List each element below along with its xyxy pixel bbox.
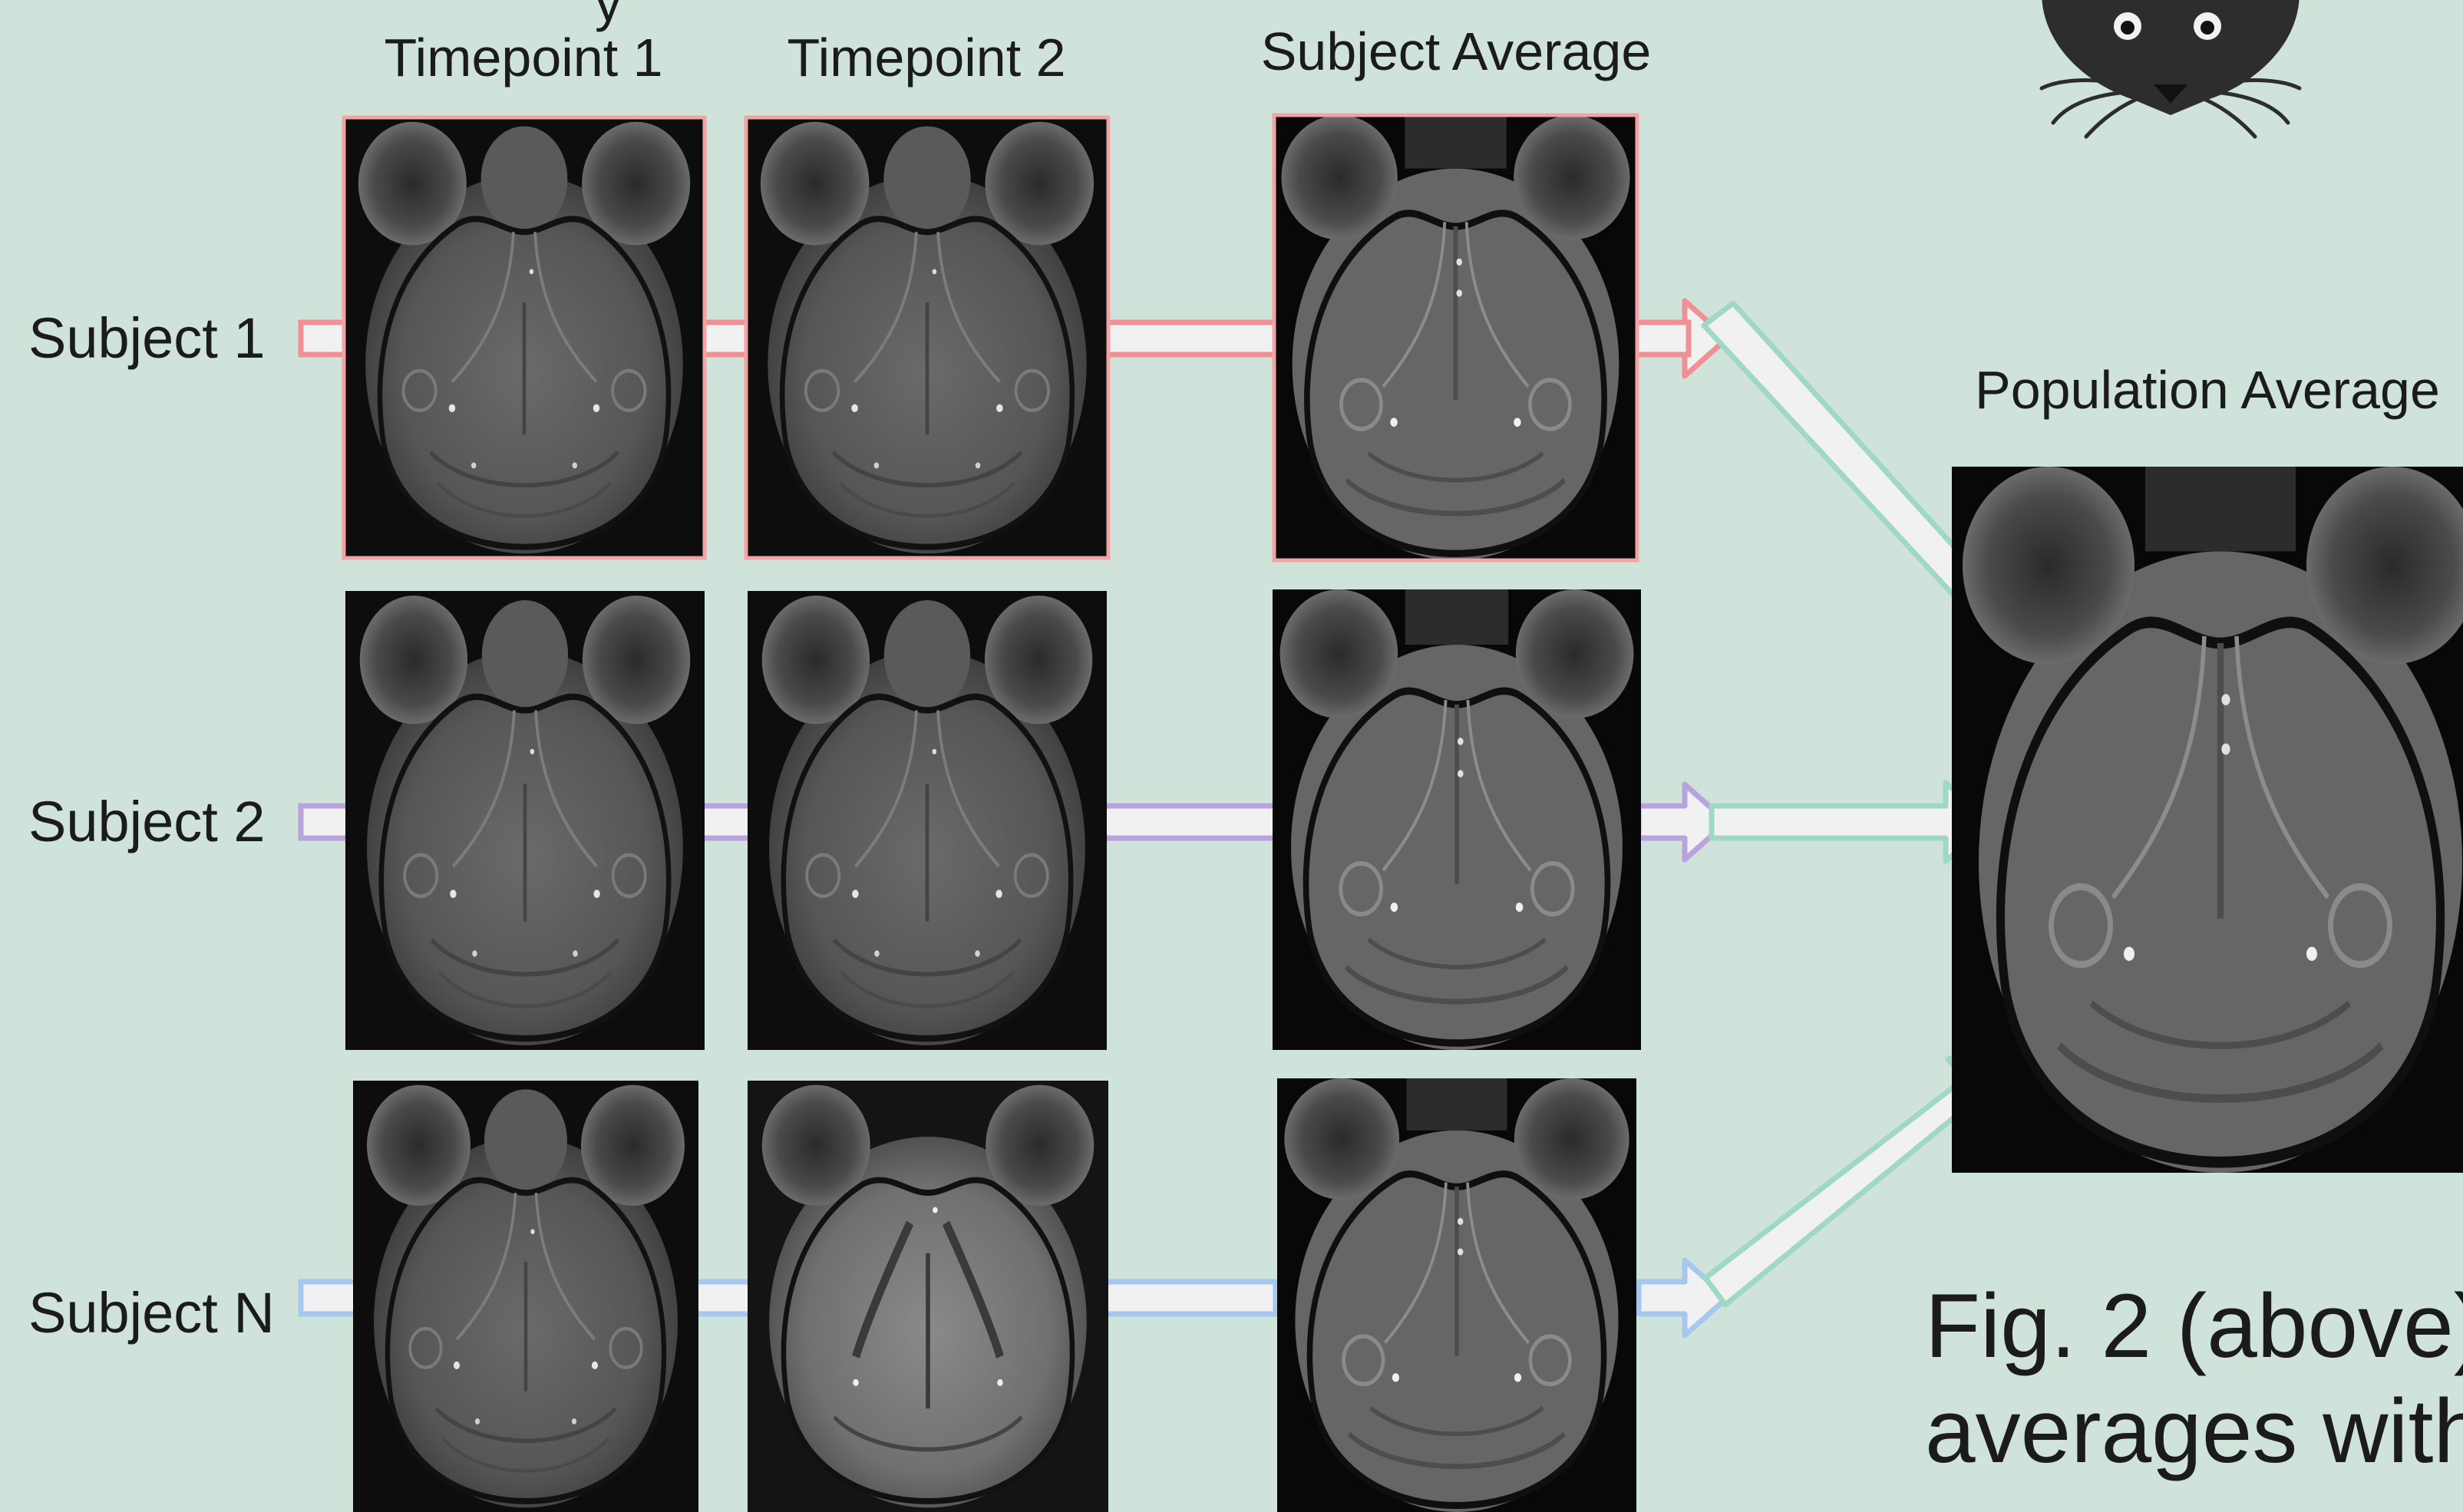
scan-subject-n-average: [1277, 1078, 1636, 1512]
scan-subject-1-average: [1272, 113, 1639, 563]
row-label-subject-n: Subject N: [28, 1281, 275, 1345]
scan-subject-n-timepoint-1: [353, 1081, 698, 1512]
figure-title-fragment: y: [595, 0, 622, 32]
row-label-subject-1: Subject 1: [28, 306, 266, 370]
scan-subject-2-timepoint-1: [345, 591, 705, 1050]
subject-2-arrowhead: [1636, 781, 1730, 863]
column-header-timepoint-1: Timepoint 1: [384, 28, 663, 87]
row-label-subject-2: Subject 2: [28, 790, 266, 853]
figure-caption-line-2: averages with: [1925, 1381, 2463, 1482]
column-header-subject-average: Subject Average: [1260, 21, 1652, 81]
column-header-timepoint-2: Timepoint 2: [787, 28, 1066, 87]
scan-subject-2-timepoint-2: [748, 591, 1107, 1050]
scan-subject-2-average: [1273, 589, 1641, 1050]
scan-subject-1-timepoint-1: [342, 115, 707, 560]
mouse-face-icon: [2039, 0, 2302, 139]
population-arrow-from-subject-2: [1709, 780, 1995, 864]
scan-population-average: [1952, 467, 2463, 1173]
figure-caption-line-1: Fig. 2 (above): [1925, 1276, 2463, 1377]
scan-subject-n-timepoint-2: [748, 1081, 1108, 1512]
scan-subject-1-timepoint-2: [744, 115, 1111, 560]
population-average-header: Population Average: [1975, 360, 2440, 420]
